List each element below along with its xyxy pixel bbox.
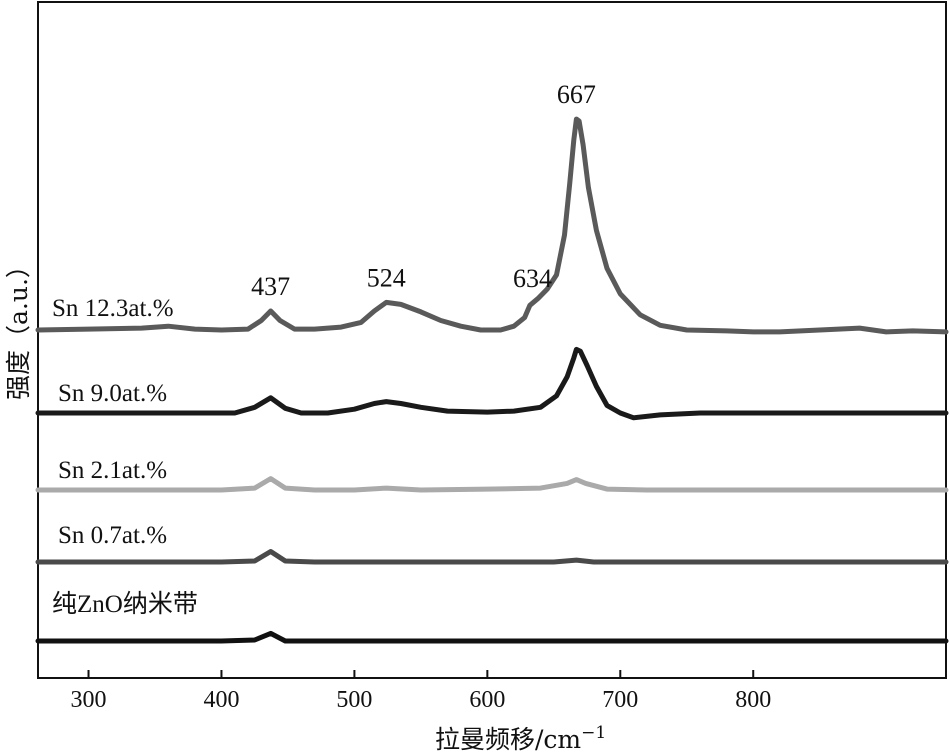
peak-label: 437 [251,272,290,301]
series-label: Sn 9.0at.% [58,380,167,407]
x-tick-label: 600 [469,687,505,713]
x-axis-title: 拉曼频移/cm−1 [435,723,606,754]
peak-label: 524 [367,263,406,292]
x-tick-label: 800 [735,687,771,713]
x-axis-title-main: 拉曼频移/cm [435,725,581,754]
plot-frame [37,1,947,679]
series-label: Sn 12.3at.% [52,295,174,322]
x-axis-ticks: 300 400 500 600 700 800 [71,670,771,713]
y-axis-title: 强度（a.u.） [4,253,33,400]
series-group [35,116,949,644]
peak-label: 634 [513,264,552,293]
series-label: 纯ZnO纳米带 [52,590,198,618]
x-tick-label: 500 [336,687,372,713]
series-line [35,346,949,421]
series-line [35,630,949,644]
series-label: Sn 2.1at.% [58,457,167,484]
series-line [35,549,949,565]
series-label: Sn 0.7at.% [58,522,167,549]
series-line [35,476,949,493]
x-axis-title-superscript: −1 [581,723,606,743]
x-tick-label: 300 [71,687,107,713]
x-tick-label: 700 [602,687,638,713]
peak-labels: 437 524 634 667 [251,80,596,301]
series-line [35,116,949,335]
peak-label: 667 [557,80,596,109]
series-labels: Sn 12.3at.% Sn 9.0at.% Sn 2.1at.% Sn 0.7at.… [52,295,198,618]
x-tick-label: 400 [203,687,239,713]
